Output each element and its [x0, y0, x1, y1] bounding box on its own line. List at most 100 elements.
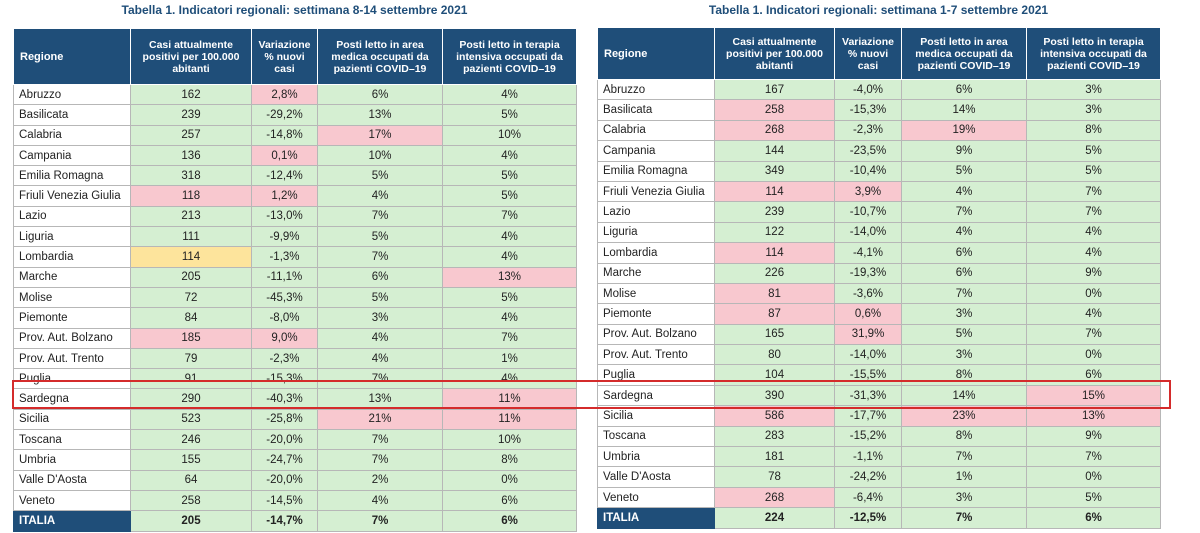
region-name-cell: Sardegna — [597, 384, 715, 407]
table-row: Marche 226 -19,3% 6% 9% — [597, 262, 1161, 284]
variazione-casi-cell: -14,0% — [834, 221, 902, 244]
variazione-casi-cell: 0,1% — [251, 144, 318, 167]
variazione-casi-cell: -29,2% — [251, 104, 318, 126]
casi-positivi-cell: 586 — [714, 405, 835, 427]
region-name-cell: Umbria — [597, 446, 715, 468]
variazione-casi-cell: -15,3% — [251, 368, 318, 390]
table-row: Emilia Romagna 349 -10,4% 5% 5% — [597, 160, 1161, 182]
region-name-cell: Valle D'Aosta — [13, 469, 131, 491]
casi-positivi-cell: 84 — [130, 307, 252, 329]
casi-positivi-cell: 213 — [130, 205, 252, 228]
posti-terapia-intensiva-cell: 0% — [442, 469, 577, 491]
casi-positivi-cell: 239 — [130, 104, 252, 126]
table-row: Sicilia 523 -25,8% 21% 11% — [13, 408, 577, 431]
region-name-cell: Valle D'Aosta — [597, 466, 715, 488]
casi-positivi-cell: 205 — [130, 266, 252, 288]
posti-terapia-intensiva-cell: 5% — [1026, 486, 1161, 509]
region-name-cell: Basilicata — [13, 104, 131, 126]
variazione-casi-cell: -6,4% — [834, 486, 902, 509]
region-name-cell: Abruzzo — [13, 83, 131, 106]
posti-terapia-intensiva-cell: 6% — [1026, 364, 1161, 386]
posti-area-medica-cell: 6% — [901, 78, 1027, 101]
right-table-body: Abruzzo 167 -4,0% 6% 3% Basilicata 258 -15,3% 14… — [597, 78, 1161, 529]
region-name-cell: Prov. Aut. Trento — [13, 347, 131, 370]
variazione-casi-cell: -14,0% — [834, 344, 902, 366]
left-table-title: Tabella 1. Indicatori regionali: settima… — [121, 3, 468, 17]
casi-positivi-cell: 246 — [130, 429, 252, 451]
posti-area-medica-cell: 2% — [317, 469, 443, 491]
posti-area-medica-cell: 4% — [317, 185, 443, 207]
region-name-cell: Toscana — [13, 429, 131, 451]
table-row: Sardegna 390 -31,3% 14% 15% — [597, 384, 1161, 407]
casi-positivi-cell: 226 — [714, 262, 835, 284]
casi-positivi-cell: 104 — [714, 364, 835, 386]
variazione-casi-cell: -9,9% — [251, 226, 318, 248]
left-header-variazione-casi: Variazione % nuovi casi — [251, 28, 318, 85]
posti-terapia-intensiva-cell: 9% — [1026, 262, 1161, 284]
variazione-casi-cell: 1,2% — [251, 185, 318, 207]
table-row: Friuli Venezia Giulia 114 3,9% 4% 7% — [597, 180, 1161, 203]
posti-terapia-intensiva-cell: 5% — [1026, 140, 1161, 162]
table-row: Liguria 111 -9,9% 5% 4% — [13, 226, 577, 248]
right-table-title: Tabella 1. Indicatori regionali: settima… — [708, 3, 1049, 17]
posti-area-medica-cell: 3% — [901, 486, 1027, 509]
casi-positivi-cell: 72 — [130, 286, 252, 309]
table-row: Molise 72 -45,3% 5% 5% — [13, 286, 577, 309]
posti-terapia-intensiva-cell: 11% — [442, 388, 577, 410]
posti-terapia-intensiva-cell: 13% — [442, 266, 577, 288]
posti-area-medica-cell: 5% — [317, 165, 443, 187]
variazione-casi-cell: -25,8% — [251, 408, 318, 431]
right-header-posti-terapia-intensiva: Posti letto in terapia intensiva occupat… — [1026, 27, 1161, 80]
posti-terapia-intensiva-cell: 3% — [1026, 78, 1161, 101]
posti-terapia-intensiva-cell: 10% — [442, 429, 577, 451]
posti-area-medica-cell: 17% — [317, 124, 443, 146]
variazione-casi-cell: -8,0% — [251, 307, 318, 329]
region-name-cell: Piemonte — [13, 307, 131, 329]
posti-terapia-intensiva-cell: 4% — [1026, 221, 1161, 244]
casi-positivi-cell: 87 — [714, 303, 835, 325]
casi-positivi-cell: 64 — [130, 469, 252, 491]
table-row: Calabria 268 -2,3% 19% 8% — [597, 119, 1161, 142]
variazione-casi-cell: -12,4% — [251, 165, 318, 187]
posti-terapia-intensiva-cell: 11% — [442, 408, 577, 431]
casi-positivi-cell: 162 — [130, 83, 252, 106]
region-name-cell: Sardegna — [13, 388, 131, 410]
region-name-cell: Molise — [597, 282, 715, 305]
variazione-casi-cell: -19,3% — [834, 262, 902, 284]
posti-area-medica-cell: 4% — [901, 180, 1027, 203]
posti-terapia-intensiva-cell: 10% — [442, 124, 577, 146]
variazione-casi-cell: -4,0% — [834, 78, 902, 101]
posti-terapia-intensiva-cell: 4% — [1026, 303, 1161, 325]
posti-terapia-intensiva-cell: 13% — [1026, 405, 1161, 427]
posti-area-medica-cell: 5% — [901, 160, 1027, 182]
region-name-cell: Marche — [13, 266, 131, 288]
total-posti-area-medica-cell: 7% — [317, 510, 443, 532]
variazione-casi-cell: -24,2% — [834, 466, 902, 488]
casi-positivi-cell: 258 — [130, 489, 252, 512]
posti-area-medica-cell: 8% — [901, 364, 1027, 386]
table-row: Prov. Aut. Bolzano 165 31,9% 5% 7% — [597, 323, 1161, 346]
table-row: Umbria 155 -24,7% 7% 8% — [13, 449, 577, 471]
casi-positivi-cell: 114 — [714, 180, 835, 203]
casi-positivi-cell: 257 — [130, 124, 252, 146]
posti-terapia-intensiva-cell: 7% — [1026, 446, 1161, 468]
casi-positivi-cell: 318 — [130, 165, 252, 187]
casi-positivi-cell: 111 — [130, 226, 252, 248]
posti-terapia-intensiva-cell: 7% — [1026, 323, 1161, 346]
posti-terapia-intensiva-cell: 9% — [1026, 425, 1161, 448]
variazione-casi-cell: -1,3% — [251, 246, 318, 268]
table-row: Piemonte 84 -8,0% 3% 4% — [13, 307, 577, 329]
table-row: Valle D'Aosta 78 -24,2% 1% 0% — [597, 466, 1161, 488]
right-header-posti-area-medica: Posti letto in area medica occupati da p… — [901, 27, 1027, 80]
region-name-cell: Campania — [13, 144, 131, 167]
region-name-cell: Molise — [13, 286, 131, 309]
left-table-panel: Tabella 1. Indicatori regionali: settima… — [13, 0, 577, 532]
variazione-casi-cell: 0,6% — [834, 303, 902, 325]
posti-terapia-intensiva-cell: 6% — [442, 489, 577, 512]
region-name-cell: Puglia — [13, 368, 131, 390]
region-name-cell: Puglia — [597, 364, 715, 386]
right-table: Regione Casi attualmente positivi per 100… — [597, 27, 1161, 529]
casi-positivi-cell: 268 — [714, 486, 835, 509]
posti-area-medica-cell: 5% — [901, 323, 1027, 346]
posti-area-medica-cell: 7% — [317, 205, 443, 228]
